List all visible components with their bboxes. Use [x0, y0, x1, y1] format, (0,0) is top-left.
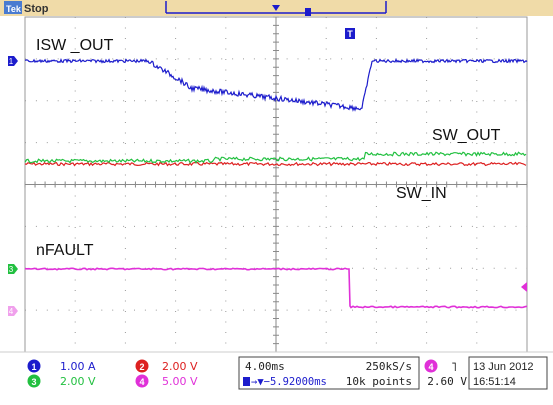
ch2-waveform — [24, 161, 527, 167]
horizontal-position-icon — [243, 377, 250, 386]
svg-text:1: 1 — [9, 57, 14, 66]
sample-rate: 250kS/s — [366, 360, 412, 373]
trigger-slope-icon: ˥ — [451, 360, 457, 374]
ch3-ground-marker[interactable]: 3 — [8, 264, 18, 274]
ch4-ground-marker[interactable]: 4 — [8, 306, 18, 316]
horizontal-readout[interactable]: 4.00ms 250kS/s →▼−5.92000ms 10k points — [238, 356, 420, 390]
ch4-waveform — [24, 267, 528, 309]
ch2-scale: 2.00 V — [162, 360, 198, 373]
svg-text:3: 3 — [9, 265, 14, 274]
ch1-waveform — [24, 57, 528, 112]
label-nfault: nFAULT — [36, 242, 94, 259]
svg-text:1: 1 — [31, 362, 36, 372]
trigger-position-marker: T — [345, 28, 355, 39]
tek-logo — [4, 1, 22, 14]
time: 16:51:14 — [473, 376, 516, 388]
trigger-readout[interactable]: 4 ˥ 2.60 V — [424, 359, 468, 389]
horizontal-position: →▼−5.92000ms — [251, 376, 327, 388]
ch1-ground-marker[interactable]: 1 — [8, 56, 18, 66]
ch4-scale-readout[interactable]: 4 5.00 V — [135, 374, 198, 389]
label-isw-out: ISW _OUT — [36, 37, 114, 54]
label-sw-out: SW_OUT — [432, 127, 501, 144]
trigger-level-marker[interactable] — [521, 282, 527, 292]
ch4-scale: 5.00 V — [162, 375, 198, 388]
ch1-scale-readout[interactable]: 1 1.00 A — [27, 359, 96, 374]
svg-text:4: 4 — [428, 362, 433, 372]
ch2-scale-readout[interactable]: 2 2.00 V — [135, 359, 198, 374]
datetime-readout: 13 Jun 2012 16:51:14 — [468, 356, 548, 390]
trigger-level: 2.60 V — [427, 375, 467, 388]
ch1-scale: 1.00 A — [60, 360, 96, 373]
waveforms — [24, 57, 528, 309]
acquisition-state: Stop — [24, 3, 49, 15]
trigger-position-label: T — [347, 29, 353, 39]
ch3-scale-readout[interactable]: 3 2.00 V — [27, 374, 96, 389]
svg-text:4: 4 — [9, 307, 14, 316]
svg-text:2: 2 — [139, 362, 144, 372]
ch3-scale: 2.00 V — [60, 375, 96, 388]
label-sw-in: SW_IN — [396, 185, 447, 202]
svg-text:3: 3 — [31, 377, 36, 387]
svg-text:4: 4 — [139, 377, 144, 387]
tek-logo-text: Tek — [6, 4, 22, 14]
date: 13 Jun 2012 — [473, 361, 534, 373]
record-length: 10k points — [346, 375, 412, 388]
record-position-indicator — [165, 1, 387, 16]
timebase-scale: 4.00ms — [245, 360, 285, 373]
ch3-waveform — [24, 151, 527, 164]
